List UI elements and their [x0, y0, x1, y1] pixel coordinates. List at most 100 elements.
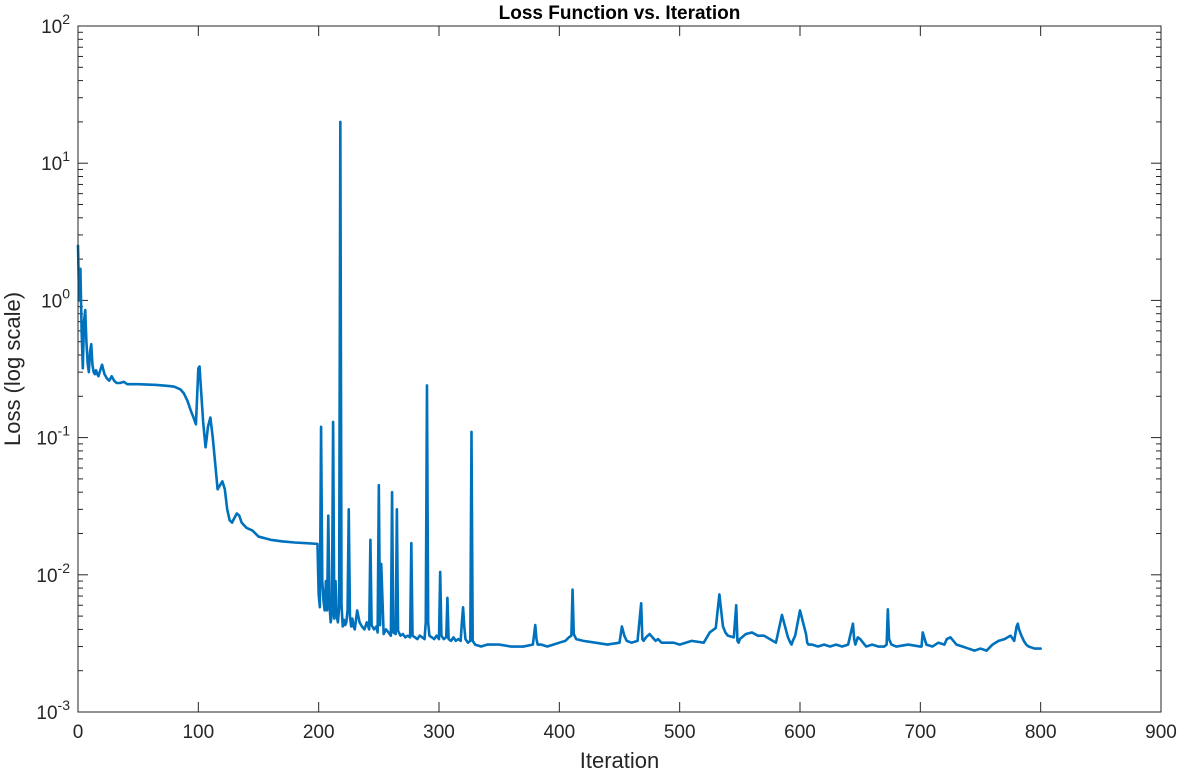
loss-data-point [955, 643, 958, 646]
loss-data-point [103, 373, 106, 375]
loss-data-point [387, 631, 390, 634]
y-tick-label-base: 10 [36, 429, 57, 450]
loss-data-point [322, 599, 325, 602]
loss-data-point [467, 641, 469, 644]
loss-data-point [219, 484, 221, 486]
loss-data-point [199, 384, 202, 387]
loss-data-point [366, 621, 368, 624]
loss-data-point [463, 625, 466, 628]
loss-data-point [375, 625, 378, 628]
loss-data-point [356, 609, 358, 612]
loss-data-point [471, 640, 474, 642]
y-tick-label-exponent: -2 [58, 560, 71, 576]
loss-data-point [343, 618, 345, 621]
loss-data-point [1015, 625, 1018, 628]
loss-data-point [790, 643, 793, 646]
loss-data-point [350, 625, 352, 628]
loss-data-point [440, 634, 443, 637]
y-tick-label: 102 [41, 11, 70, 38]
loss-data-point [979, 647, 982, 650]
loss-data-point [943, 643, 946, 646]
loss-data-point [799, 609, 801, 612]
loss-data-point [757, 634, 759, 637]
loss-data-point [618, 641, 621, 644]
loss-data-point [238, 514, 241, 517]
loss-data-point [522, 645, 525, 648]
loss-data-point [207, 425, 209, 428]
loss-data-point [122, 381, 125, 383]
loss-data-point [251, 529, 254, 532]
x-tick-label: 400 [543, 722, 575, 743]
loss-data-point [1003, 638, 1006, 640]
loss-data-point [594, 641, 597, 644]
loss-data-point [211, 436, 214, 439]
loss-data-point [115, 382, 118, 384]
loss-data-point [1017, 622, 1019, 625]
loss-data-point [293, 541, 296, 544]
loss-data-point [464, 638, 467, 640]
chart-title: Loss Function vs. Iteration [499, 3, 741, 24]
x-tick-label: 900 [1145, 722, 1177, 743]
loss-data-point [949, 636, 952, 639]
loss-data-point [1027, 645, 1030, 648]
loss-data-point [751, 631, 753, 634]
loss-data-point [161, 384, 164, 387]
loss-data-point [642, 640, 645, 642]
plot-area [76, 25, 1162, 713]
loss-data-point [316, 543, 319, 545]
loss-data-point [245, 527, 248, 529]
loss-data-point [991, 643, 994, 646]
loss-data-point [149, 383, 151, 386]
axes-box [77, 25, 1162, 713]
loss-data-point [406, 634, 409, 637]
loss-data-point [321, 580, 324, 582]
loss-data-point [552, 643, 555, 646]
loss-data-point [228, 519, 231, 521]
loss-data-point [391, 491, 393, 494]
loss-data-point [379, 624, 381, 626]
loss-data-point [678, 643, 681, 646]
y-tick-label-base: 10 [36, 566, 57, 587]
loss-data-point [640, 602, 642, 605]
loss-data-point [498, 643, 500, 646]
loss-data-point [396, 508, 398, 511]
loss-data-point [352, 625, 355, 628]
loss-data-point [572, 633, 575, 635]
loss-data-point [332, 421, 334, 423]
loss-data-point [86, 362, 89, 364]
loss-data-point [439, 571, 442, 573]
loss-data-point [648, 633, 651, 635]
loss-data-point [877, 645, 880, 648]
x-tick-label: 700 [904, 722, 936, 743]
loss-data-point [94, 373, 96, 375]
loss-data-point [885, 643, 888, 646]
x-tick-label: 0 [73, 722, 84, 743]
x-tick-label: 200 [303, 722, 335, 743]
loss-data-point [823, 643, 825, 646]
loss-data-point [645, 636, 647, 639]
loss-data-point [888, 638, 890, 640]
loss-data-point [133, 383, 136, 386]
loss-data-point [1018, 628, 1020, 631]
series-lines [76, 120, 1042, 652]
loss-data-point [1025, 643, 1028, 646]
loss-data-point [462, 606, 464, 609]
x-axis-label: Iteration [580, 748, 660, 772]
loss-data-point [540, 643, 543, 646]
loss-data-point [339, 121, 342, 123]
loss-data-point [430, 636, 433, 639]
loss-data-point [854, 643, 857, 646]
loss-data-point [80, 330, 83, 332]
loss-data-point [470, 431, 473, 433]
loss-data-point [344, 624, 346, 626]
loss-data-point [606, 643, 609, 646]
loss-data-point [805, 633, 807, 635]
loss-data-point [450, 640, 452, 642]
loss-data-point [457, 638, 460, 640]
loss-data-point [794, 634, 796, 637]
y-tick-label-exponent: -3 [58, 697, 71, 713]
loss-data-point [666, 641, 669, 644]
loss-data-point [690, 640, 693, 642]
loss-data-point [221, 480, 224, 483]
